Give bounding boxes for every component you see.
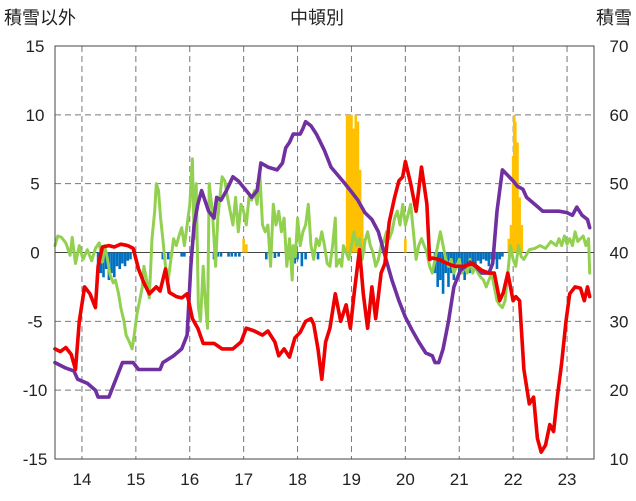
x-tick-label: 14 <box>72 470 91 489</box>
y-right-tick-label: 20 <box>610 381 629 400</box>
y-left-tick-label: 10 <box>26 106 45 125</box>
blue-bar <box>439 252 442 281</box>
x-tick-label: 17 <box>234 470 253 489</box>
purple-series-line <box>53 119 592 399</box>
gridlines <box>55 46 594 459</box>
gold-bar <box>514 121 517 253</box>
x-tick-label: 20 <box>396 470 415 489</box>
blue-bar <box>230 252 234 257</box>
blue-bar <box>99 252 103 274</box>
blue-bar <box>273 252 277 259</box>
green-series-line <box>53 157 592 351</box>
x-tick-label: 16 <box>180 470 199 489</box>
y-left-tick-label: 5 <box>30 175 39 194</box>
y-left-tick-label: -10 <box>23 381 48 400</box>
right-axis-title: 積雪 <box>596 8 632 29</box>
gold-bar <box>350 114 353 253</box>
gold-bar <box>352 128 355 253</box>
blue-bar <box>479 252 483 264</box>
blue-bar <box>471 252 475 267</box>
x-tick-label: 19 <box>342 470 361 489</box>
y-right-tick-label: 40 <box>610 244 629 263</box>
blue-bar <box>161 252 165 260</box>
left-axis-title: 積雪以外 <box>4 8 76 29</box>
blue-bar <box>104 252 108 270</box>
y-left-tick-label: 0 <box>30 244 39 263</box>
gold-bar <box>354 114 358 253</box>
blue-bar <box>110 252 113 274</box>
gold-bar <box>360 211 364 253</box>
blue-bar <box>277 252 280 257</box>
gold-bar <box>356 121 360 253</box>
x-tick-label: 23 <box>558 470 577 489</box>
blue-bar <box>300 252 304 267</box>
blue-bar <box>466 252 469 270</box>
blue-bar <box>183 252 186 257</box>
blue-bar <box>441 252 445 294</box>
x-tick-label: 18 <box>288 470 307 489</box>
blue-bar <box>126 252 130 261</box>
gold-bar <box>516 142 519 253</box>
blue-bar <box>219 252 223 257</box>
blue-bar <box>495 252 499 270</box>
y-right-tick-label: 70 <box>610 37 629 56</box>
blue-bar <box>123 252 127 267</box>
x-tick-label: 21 <box>450 470 469 489</box>
blue-bar <box>238 252 241 257</box>
blue-bar <box>476 252 480 261</box>
y-right-tick-label: 10 <box>610 450 629 469</box>
gold-bar <box>242 238 245 253</box>
blue-bar <box>455 252 458 267</box>
blue-bar <box>121 252 124 264</box>
blue-bar <box>118 252 121 270</box>
y-right-tick-label: 30 <box>610 312 629 331</box>
red-series-line <box>53 159 592 454</box>
y-right-tick-label: 50 <box>610 175 629 194</box>
blue-bar <box>447 252 450 287</box>
blue-bar <box>180 252 183 257</box>
blue-bar <box>293 252 297 264</box>
blue-bar <box>316 252 320 260</box>
gold-bar <box>245 244 248 253</box>
x-tick-label: 22 <box>504 470 523 489</box>
blue-bar <box>216 252 220 257</box>
plot-frame <box>54 45 595 460</box>
y-left-tick-label: 15 <box>26 37 45 56</box>
blue-bar <box>460 252 464 267</box>
blue-bar <box>296 252 299 260</box>
gold-bar <box>347 114 351 253</box>
gold-bar <box>509 224 513 253</box>
y-left-tick-label: -15 <box>23 450 48 469</box>
gold-bar <box>358 169 362 253</box>
gold-bar <box>520 224 524 253</box>
blue-bar <box>264 252 268 260</box>
blue-bar <box>474 252 477 267</box>
blue-bar <box>484 252 488 261</box>
tick-labels: 15 70 10 60 5 50 0 40 -5 30 -10 20 -15 10 14 15 16 17 18 19… <box>23 37 629 489</box>
blue-bar <box>115 252 119 267</box>
y-left-tick-label: -5 <box>27 312 42 331</box>
blue-bar <box>102 252 105 278</box>
blue-bar <box>129 252 132 260</box>
blue-bar <box>227 252 230 257</box>
blue-bar <box>304 252 307 260</box>
blue-bar <box>166 252 170 260</box>
blue-bar <box>112 252 116 278</box>
gold-bar <box>518 197 521 253</box>
blue-bar <box>234 252 237 257</box>
blue-bar <box>501 252 504 257</box>
gold-bar <box>404 238 407 253</box>
y-right-tick-label: 60 <box>610 106 629 125</box>
line-series <box>53 119 592 454</box>
blue-bar <box>498 252 501 260</box>
blue-bar <box>482 252 485 260</box>
blue-bar <box>436 252 439 287</box>
x-tick-label: 15 <box>126 470 145 489</box>
chart-title: 中頓別 <box>290 8 344 29</box>
blue-bar <box>487 252 491 267</box>
gold-bar <box>507 238 511 253</box>
